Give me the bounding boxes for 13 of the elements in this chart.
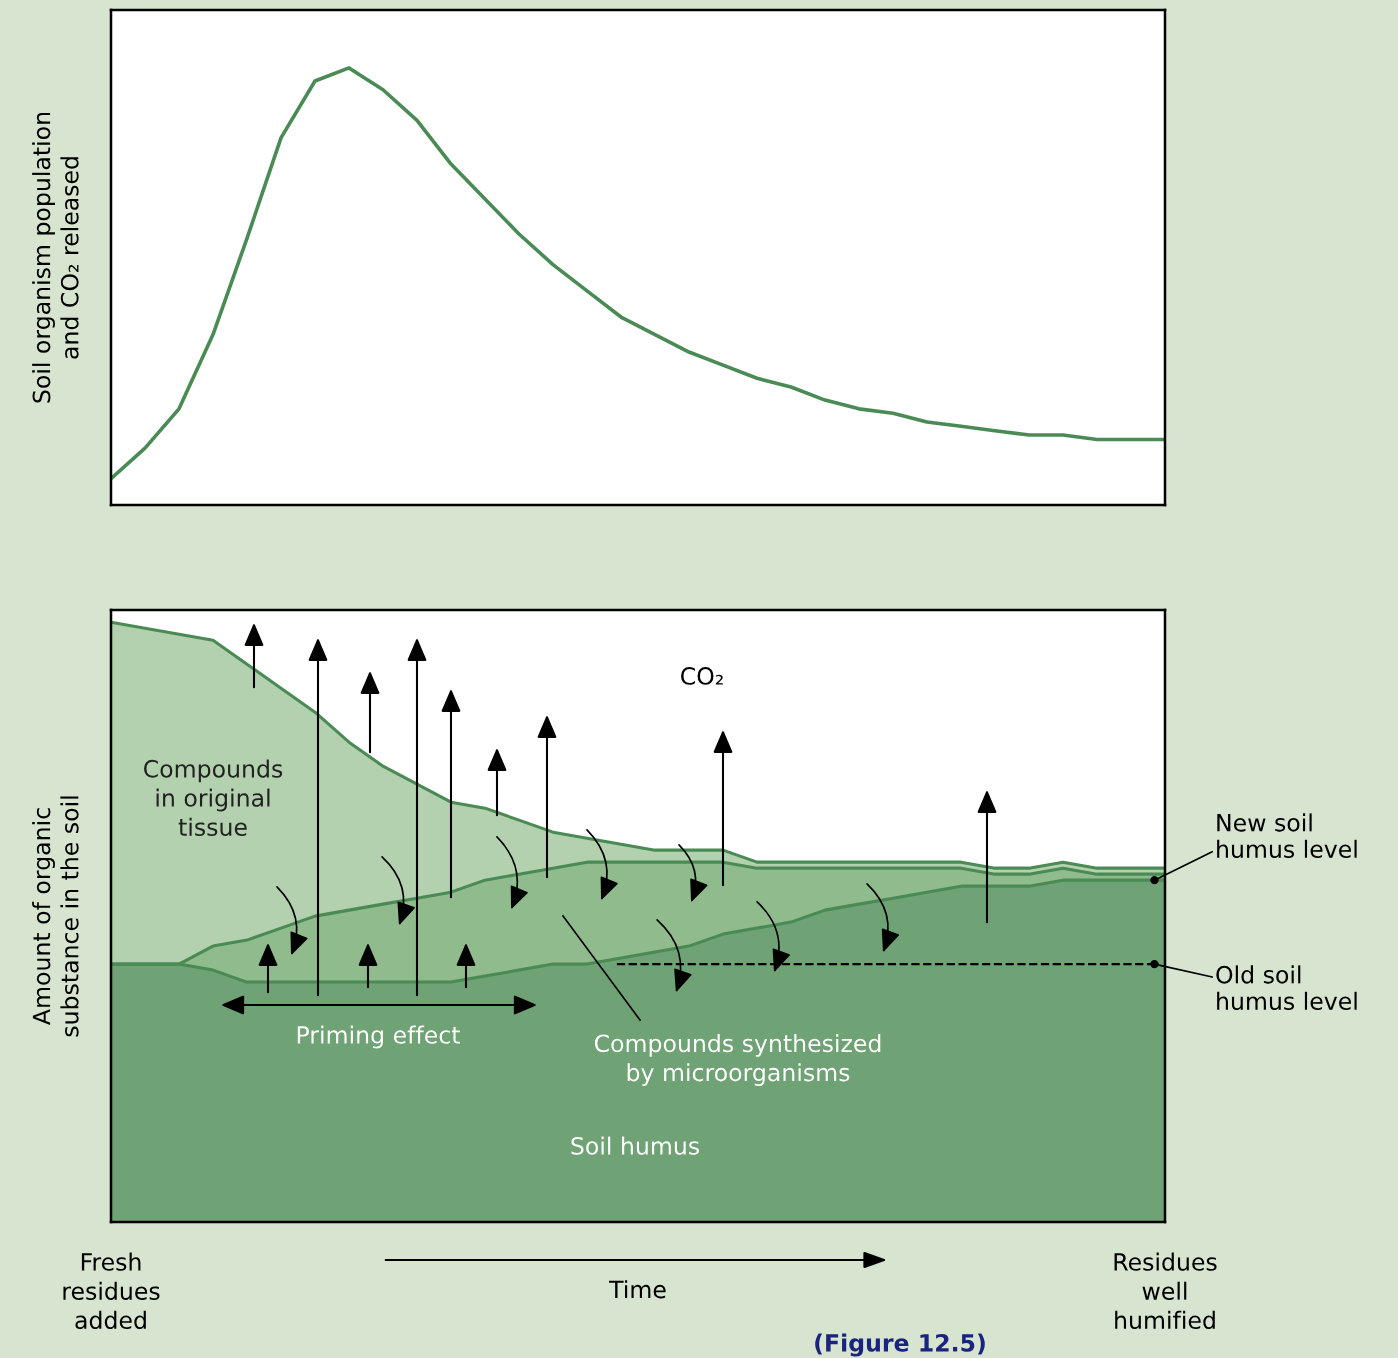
legend-label: Old soil humus level — [1216, 965, 1357, 1011]
series-label: Soil humus — [571, 1136, 699, 1155]
annotation: New soil humus level — [1217, 813, 1357, 859]
annotation: CO₂ — [681, 666, 723, 685]
y-axis-title: Amount of organic substance in the soil — [32, 796, 79, 1037]
y-axis-title: Soil organism population and CO₂ released — [32, 112, 79, 403]
x-tick-label: Fresh residues added — [63, 1252, 160, 1330]
x-axis-title: Time — [609, 1280, 666, 1299]
text: Compounds synthesized by microorganisms — [594, 1034, 881, 1086]
series-label: Compounds in original tissue — [144, 759, 283, 836]
text: (Figure 12.5) — [815, 1333, 985, 1357]
annotation: Priming effect — [297, 1025, 460, 1049]
x-tick-label: Residues well humified — [1114, 1252, 1217, 1330]
